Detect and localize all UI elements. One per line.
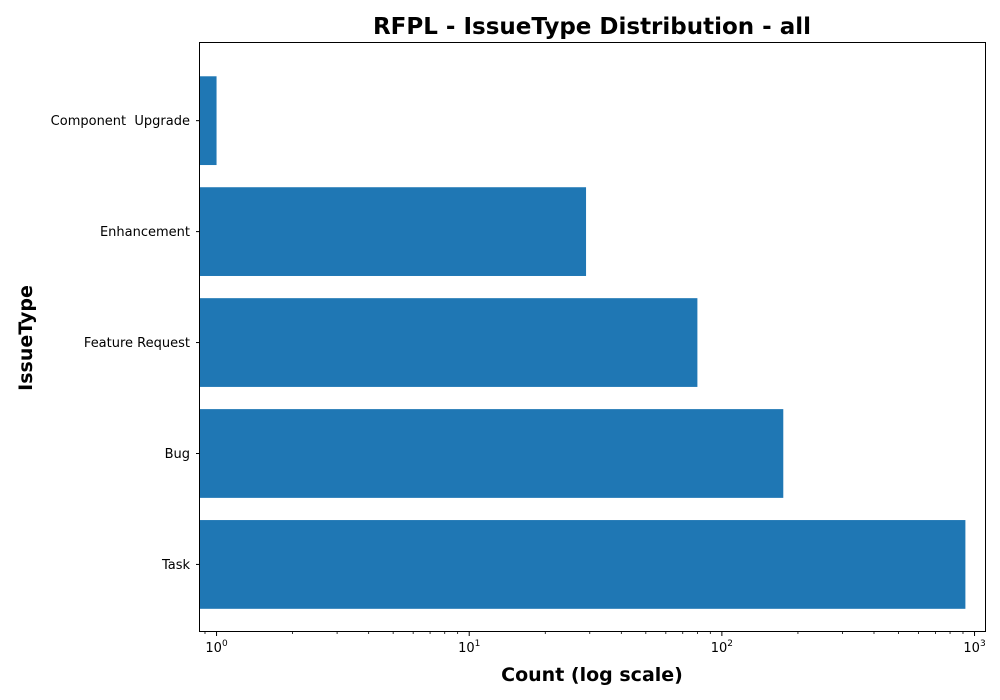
bar-feature-request [200, 298, 698, 387]
y-tick-label: Component Upgrade [51, 114, 190, 129]
y-tick-label: Enhancement [100, 225, 190, 240]
x-tick-label: 102 [711, 639, 733, 656]
bar-task [200, 520, 966, 609]
bar-bug [200, 409, 784, 498]
x-axis-title: Count (log scale) [501, 664, 683, 686]
bars-group [200, 76, 966, 609]
x-tick-label: 100 [205, 639, 228, 656]
bar-enhancement [200, 187, 587, 276]
x-tick-label: 101 [458, 639, 480, 656]
x-axis: 100 101 102 103 [204, 631, 986, 656]
chart-title: RFPL - IssueType Distribution - all [373, 14, 811, 40]
y-axis-title: IssueType [15, 285, 37, 391]
y-tick-label: Feature Request [84, 336, 190, 351]
y-tick-label: Task [161, 558, 191, 573]
y-tick-label: Bug [165, 447, 190, 462]
x-tick-label: 103 [963, 639, 985, 656]
bar-component-upgrade [200, 76, 217, 166]
y-axis: Task Bug Feature Request Enhancement Compone… [51, 114, 200, 573]
plot-frame [199, 42, 986, 632]
